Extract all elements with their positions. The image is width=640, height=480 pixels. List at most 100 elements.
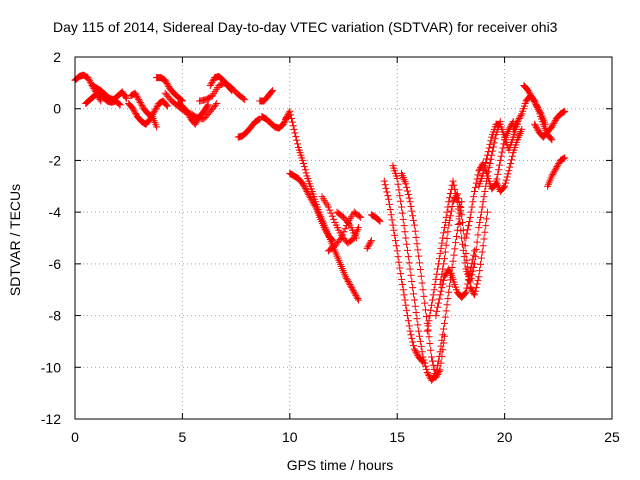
- data-point: [394, 253, 402, 261]
- data-point: [559, 108, 567, 116]
- data-point: [469, 255, 477, 263]
- data-point: [354, 295, 362, 303]
- data-point: [355, 224, 363, 232]
- data-point: [469, 198, 477, 206]
- data-point: [310, 200, 318, 208]
- data-point: [340, 228, 348, 236]
- data-point: [445, 221, 453, 229]
- data-point: [288, 115, 296, 123]
- y-tick-label: -10: [41, 359, 61, 375]
- data-point: [346, 281, 354, 289]
- data-point: [135, 95, 143, 103]
- data-point: [533, 125, 541, 133]
- data-point: [427, 346, 435, 354]
- data-point: [388, 216, 396, 224]
- series-arc8: [174, 100, 212, 128]
- data-point: [309, 198, 317, 206]
- data-point: [465, 217, 473, 225]
- data-point: [451, 245, 459, 253]
- data-point: [115, 100, 123, 108]
- data-point: [401, 296, 409, 304]
- data-point: [328, 212, 336, 220]
- data-point: [416, 332, 424, 340]
- data-point: [152, 104, 160, 112]
- data-point: [304, 189, 312, 197]
- data-point: [439, 234, 447, 242]
- data-point: [444, 203, 452, 211]
- data-point: [461, 289, 469, 297]
- series-arc10: [206, 72, 236, 95]
- data-point: [553, 163, 561, 171]
- data-point: [391, 231, 399, 239]
- data-point: [407, 202, 415, 210]
- data-point: [560, 154, 568, 162]
- data-point: [191, 120, 199, 128]
- data-point: [511, 122, 519, 130]
- data-point: [255, 116, 263, 124]
- data-point: [452, 232, 460, 240]
- data-point: [465, 276, 473, 284]
- data-point: [412, 233, 420, 241]
- data-point: [348, 284, 356, 292]
- data-point: [441, 313, 449, 321]
- data-point: [404, 187, 412, 195]
- data-point: [193, 117, 201, 125]
- data-point: [549, 170, 557, 178]
- data-point: [444, 295, 452, 303]
- data-point: [387, 211, 395, 219]
- data-point: [458, 218, 466, 226]
- data-point: [425, 333, 433, 341]
- data-point: [477, 213, 485, 221]
- data-point: [336, 236, 344, 244]
- data-point: [512, 121, 520, 129]
- data-point: [422, 313, 430, 321]
- data-point: [385, 200, 393, 208]
- series-arc23: [397, 169, 448, 382]
- data-point: [536, 108, 544, 116]
- series-arc31: [520, 81, 549, 128]
- data-point: [495, 166, 503, 174]
- data-point: [525, 88, 533, 96]
- data-point: [399, 286, 407, 294]
- y-tick-label: 0: [53, 101, 61, 117]
- data-point: [462, 234, 470, 242]
- data-point: [324, 203, 332, 211]
- data-point: [513, 119, 521, 127]
- data-point: [213, 100, 221, 108]
- data-point: [132, 91, 140, 99]
- data-point: [535, 107, 543, 115]
- data-point: [485, 144, 493, 152]
- data-point: [528, 93, 536, 101]
- data-point: [428, 357, 436, 365]
- series-arc12: [256, 87, 277, 105]
- data-point: [550, 118, 558, 126]
- data-point: [529, 94, 537, 102]
- data-point: [426, 312, 434, 320]
- data-point: [470, 193, 478, 201]
- data-point: [433, 307, 441, 315]
- data-point: [321, 225, 329, 233]
- data-point: [365, 241, 373, 249]
- data-point: [548, 123, 556, 131]
- data-point: [549, 121, 557, 129]
- data-point: [561, 107, 569, 115]
- data-point: [527, 91, 535, 99]
- series-arc25: [436, 190, 491, 299]
- data-point: [413, 350, 421, 358]
- data-point: [434, 369, 442, 377]
- data-point: [509, 125, 517, 133]
- data-point: [151, 106, 159, 114]
- data-point: [282, 114, 290, 122]
- data-point: [308, 197, 316, 205]
- data-point: [303, 187, 311, 195]
- data-point: [440, 255, 448, 263]
- data-point: [475, 167, 483, 175]
- data-point: [451, 185, 459, 193]
- data-point: [131, 89, 139, 97]
- data-point: [123, 94, 131, 102]
- data-point: [289, 122, 297, 130]
- data-point: [482, 158, 490, 166]
- data-point: [347, 282, 355, 290]
- data-point: [403, 306, 411, 314]
